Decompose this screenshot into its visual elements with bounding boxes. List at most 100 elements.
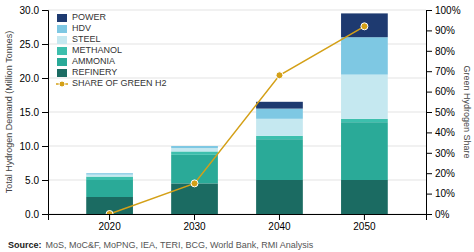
- y-tick: 0.0: [25, 209, 48, 220]
- tick-label: 70%: [435, 66, 455, 77]
- bar: [341, 37, 388, 74]
- bar: [171, 183, 218, 214]
- legend-swatch: [57, 69, 67, 77]
- tick-mark: [42, 112, 48, 113]
- point: [191, 180, 198, 187]
- legend-label: REFINERY: [72, 67, 117, 77]
- legend-swatch: [57, 25, 67, 33]
- legend-label: AMMONIA: [72, 56, 115, 66]
- tick-label: 90%: [435, 25, 455, 36]
- bar: [86, 177, 133, 180]
- tick-label: 0%: [435, 209, 450, 220]
- bar: [341, 122, 388, 180]
- bar: [171, 151, 218, 154]
- bar: [171, 155, 218, 184]
- axis-line: [49, 215, 427, 221]
- line: [110, 26, 365, 214]
- tick-label: 50%: [435, 107, 455, 118]
- bar: [341, 75, 388, 119]
- tick-mark: [42, 44, 48, 45]
- tick-mark: [426, 92, 432, 93]
- tick-label: 15.0: [20, 107, 40, 118]
- tick-label: 2040: [268, 221, 291, 232]
- legend-swatch: [57, 36, 67, 44]
- chart: 2020 2030 2040 2050 0.0 5.0 10.0 15.0 20.0 25.0 30…: [0, 0, 474, 252]
- x-tick: 2030: [183, 214, 206, 232]
- point: [276, 72, 283, 79]
- y2-axis-title: Green Hydrogen Share: [462, 65, 472, 158]
- y2-tick: 60%: [426, 86, 455, 97]
- tick-mark: [42, 78, 48, 79]
- bar: [171, 148, 218, 151]
- legend-label: POWER: [72, 12, 107, 22]
- axis: 0% 10% 20% 30% 40% 50% 60% 70% 80% 90% 100%: [426, 5, 461, 220]
- tick-label: 10%: [435, 188, 455, 199]
- tick-mark: [364, 214, 365, 220]
- point: [361, 23, 368, 30]
- tick-mark: [426, 153, 432, 154]
- bar: [341, 119, 388, 122]
- tick-mark: [42, 180, 48, 181]
- y-tick: 10.0: [20, 141, 48, 152]
- tick-label: 40%: [435, 127, 455, 138]
- bar: [256, 102, 303, 109]
- tick-label: 60%: [435, 86, 455, 97]
- y2-tick: 20%: [426, 168, 455, 179]
- tick-label: 2030: [183, 221, 206, 232]
- bar: [256, 119, 303, 136]
- tick-mark: [194, 214, 195, 220]
- bar: [86, 173, 133, 174]
- y2-tick: 30%: [426, 148, 455, 159]
- legend-item: POWER: [57, 12, 107, 22]
- tick-mark: [426, 51, 432, 52]
- legend-label: STEEL: [72, 34, 101, 44]
- y2-tick: 90%: [426, 25, 455, 36]
- legend: POWERHDVSTEELMETHANOLAMMONIAREFINERYSHAR…: [56, 12, 167, 88]
- point: [106, 211, 113, 215]
- tick-mark: [426, 30, 432, 31]
- annotation: MoS, MoC&F, MoPNG, IEA, TERI, BCG, World…: [46, 240, 314, 250]
- bar-series: [86, 37, 388, 174]
- tick-mark: [426, 10, 432, 11]
- legend-label: SHARE OF GREEN H2: [72, 78, 167, 88]
- legend-label: METHANOL: [72, 45, 122, 55]
- tick-label: 20.0: [20, 73, 40, 84]
- y2-tick: 80%: [426, 46, 455, 57]
- x-tick: 2050: [353, 214, 376, 232]
- tick-label: 30%: [435, 148, 455, 159]
- bar-series: [256, 13, 388, 108]
- y2-tick: 50%: [426, 107, 455, 118]
- y-tick: 15.0: [20, 107, 48, 118]
- bar: [86, 173, 133, 174]
- bar: [256, 136, 303, 139]
- bar: [86, 180, 133, 197]
- axis-line: [427, 11, 433, 215]
- tick-label: 2020: [98, 221, 121, 232]
- y2-tick: 100%: [426, 5, 461, 16]
- tick-label: 20%: [435, 168, 455, 179]
- tick-label: 80%: [435, 46, 455, 57]
- tick-mark: [279, 214, 280, 220]
- tick-mark: [426, 214, 432, 215]
- bar: [171, 146, 218, 147]
- bar: [256, 180, 303, 214]
- y2-tick: 10%: [426, 188, 455, 199]
- y-tick: 5.0: [25, 175, 48, 186]
- bar: [341, 180, 388, 214]
- bar-series: [86, 122, 388, 197]
- tick-label: 25.0: [20, 39, 40, 50]
- y2-tick: 0%: [426, 209, 450, 220]
- bar-series: [86, 75, 388, 177]
- y-tick: 25.0: [20, 39, 48, 50]
- tick-mark: [426, 112, 432, 113]
- legend-swatch: [57, 14, 67, 22]
- tick-mark: [42, 214, 48, 215]
- axis-line: [42, 11, 49, 215]
- tick-mark: [42, 10, 48, 11]
- y-axis-title: Total Hydrogen Demand (Million Tonnes): [4, 31, 14, 193]
- tick-mark: [109, 214, 110, 220]
- tick-label: 5.0: [25, 175, 39, 186]
- legend-swatch: [59, 81, 65, 87]
- y-tick: 30.0: [20, 5, 48, 16]
- tick-mark: [426, 132, 432, 133]
